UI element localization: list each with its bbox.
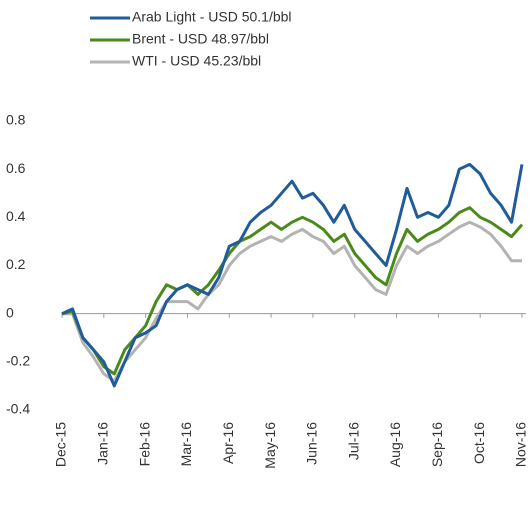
x-tick-label: Aug-16 xyxy=(387,422,403,467)
y-tick-label: 0.2 xyxy=(6,256,26,272)
y-tick-label: 0.4 xyxy=(6,208,26,224)
x-tick-label: May-16 xyxy=(262,422,278,469)
x-tick-label: Apr-16 xyxy=(220,422,236,464)
series-line xyxy=(61,206,524,376)
legend-label: WTI - USD 45.23/bbl xyxy=(132,53,261,69)
series-line xyxy=(61,162,524,388)
y-tick-label: -0.4 xyxy=(6,401,30,417)
x-tick-label: Oct-16 xyxy=(471,422,487,464)
y-tick-label: -0.2 xyxy=(6,353,30,369)
series-line xyxy=(62,220,522,383)
x-tick-label: Mar-16 xyxy=(178,422,194,467)
x-tick-label: Jul-16 xyxy=(345,422,361,460)
y-tick-label: 0.6 xyxy=(6,160,26,176)
legend-label: Brent - USD 48.97/bbl xyxy=(132,31,269,47)
x-tick-label: Jan-16 xyxy=(95,422,111,465)
y-tick-label: 0.8 xyxy=(6,112,26,128)
x-tick-label: Dec-15 xyxy=(53,422,69,467)
x-tick-label: Jun-16 xyxy=(304,422,320,465)
x-tick-label: Feb-16 xyxy=(136,422,152,467)
x-tick-label: Sep-16 xyxy=(429,422,445,467)
y-tick-label: 0 xyxy=(6,304,14,320)
x-tick-label: Nov-16 xyxy=(513,422,529,467)
legend-label: Arab Light - USD 50.1/bbl xyxy=(132,9,292,25)
